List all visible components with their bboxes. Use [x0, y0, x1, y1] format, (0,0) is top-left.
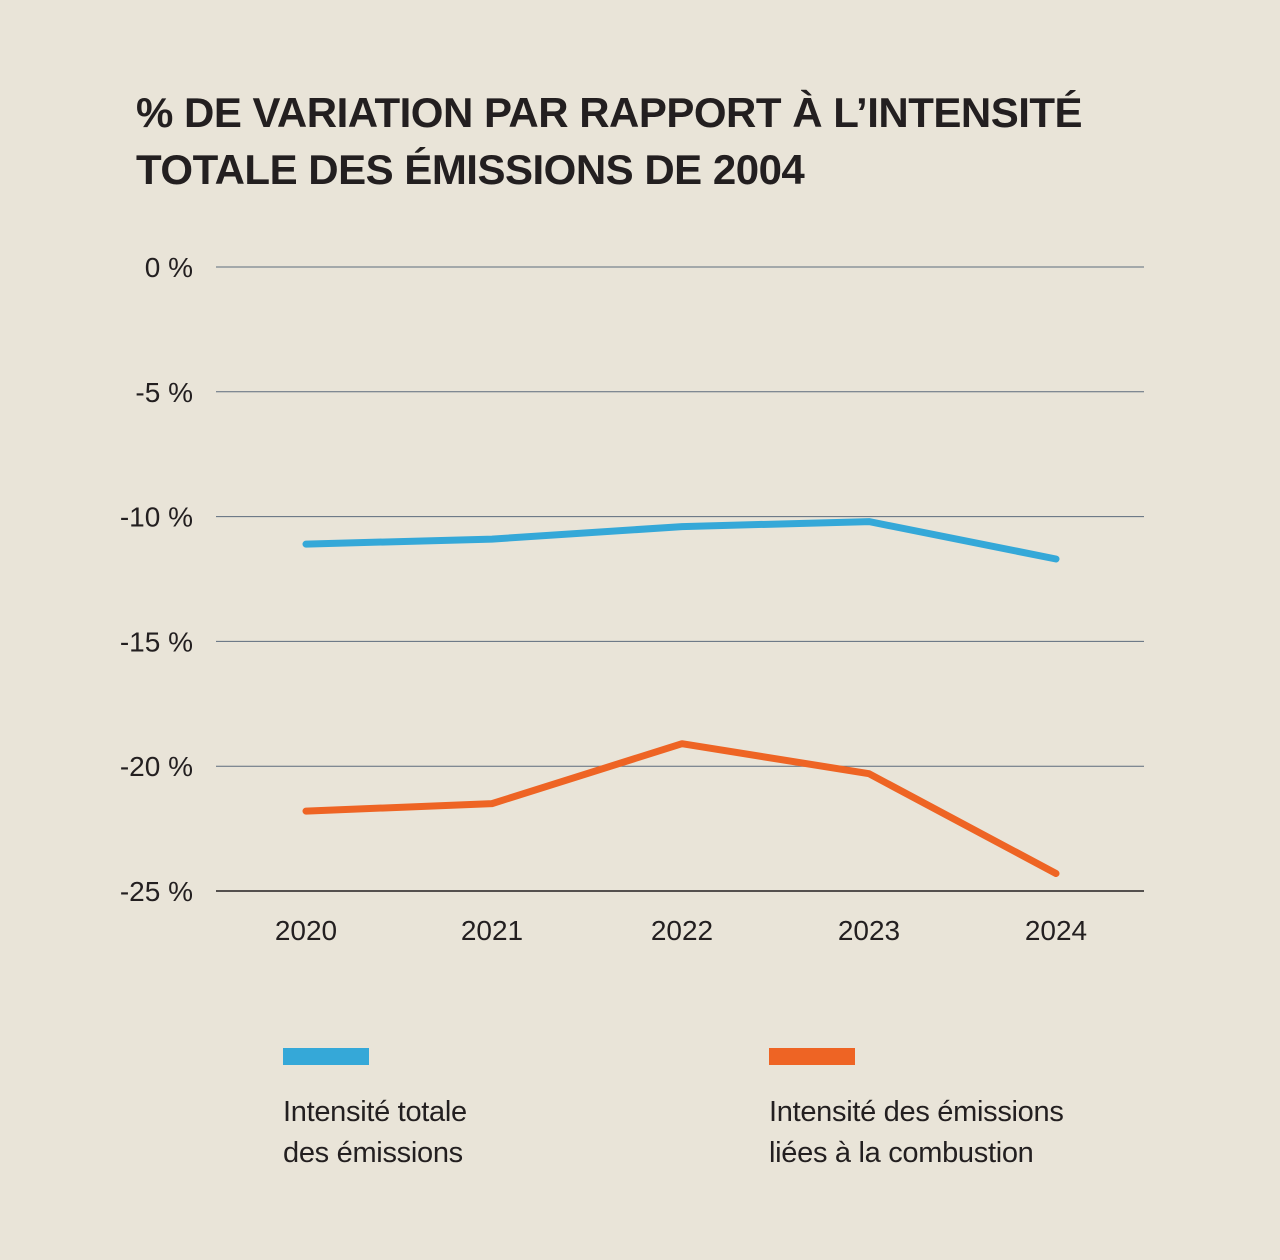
x-tick-label: 2022	[651, 915, 713, 946]
y-tick-label: -25 %	[120, 876, 193, 907]
legend-item-total: Intensité totale des émissions	[283, 1048, 643, 1174]
series-line-total	[302, 518, 1060, 563]
legend-label-combustion: Intensité des émissions liées à la combu…	[769, 1092, 1129, 1174]
legend-item-combustion: Intensité des émissions liées à la combu…	[769, 1048, 1129, 1174]
legend-label-combustion-line-1: Intensité des émissions	[769, 1096, 1064, 1128]
y-tick-label: -10 %	[120, 502, 193, 533]
x-tick-label: 2024	[1025, 915, 1087, 946]
y-axis-ticks: 0 % -5 % -10 % -15 % -20 % -25 %	[120, 252, 193, 907]
chart-title-line-1: % DE VARIATION PAR RAPPORT À L’INTENSITÉ	[136, 89, 1083, 136]
legend-label-total: Intensité totale des émissions	[283, 1092, 643, 1174]
line-chart: 0 % -5 % -10 % -15 % -20 % -25 % 2020 2021 2022…	[120, 252, 1144, 946]
x-axis-ticks: 2020 2021 2022 2023 2024	[275, 915, 1087, 946]
y-tick-label: -5 %	[135, 377, 193, 408]
legend-label-combustion-line-2: liées à la combustion	[769, 1137, 1034, 1169]
series-lines	[302, 518, 1060, 877]
legend-label-total-line-2: des émissions	[283, 1137, 463, 1169]
y-tick-label: -20 %	[120, 751, 193, 782]
y-tick-label: 0 %	[145, 252, 193, 283]
chart-title: % DE VARIATION PAR RAPPORT À L’INTENSITÉ…	[136, 84, 1136, 198]
x-tick-label: 2020	[275, 915, 337, 946]
legend-label-total-line-1: Intensité totale	[283, 1096, 467, 1128]
chart-title-line-2: TOTALE DES ÉMISSIONS DE 2004	[136, 146, 805, 193]
legend-swatch-combustion	[769, 1048, 855, 1065]
x-tick-label: 2023	[838, 915, 900, 946]
gridlines	[216, 266, 1144, 892]
y-tick-label: -15 %	[120, 626, 193, 657]
series-line-combustion	[302, 740, 1060, 877]
x-tick-label: 2021	[461, 915, 523, 946]
legend-swatch-total	[283, 1048, 369, 1065]
